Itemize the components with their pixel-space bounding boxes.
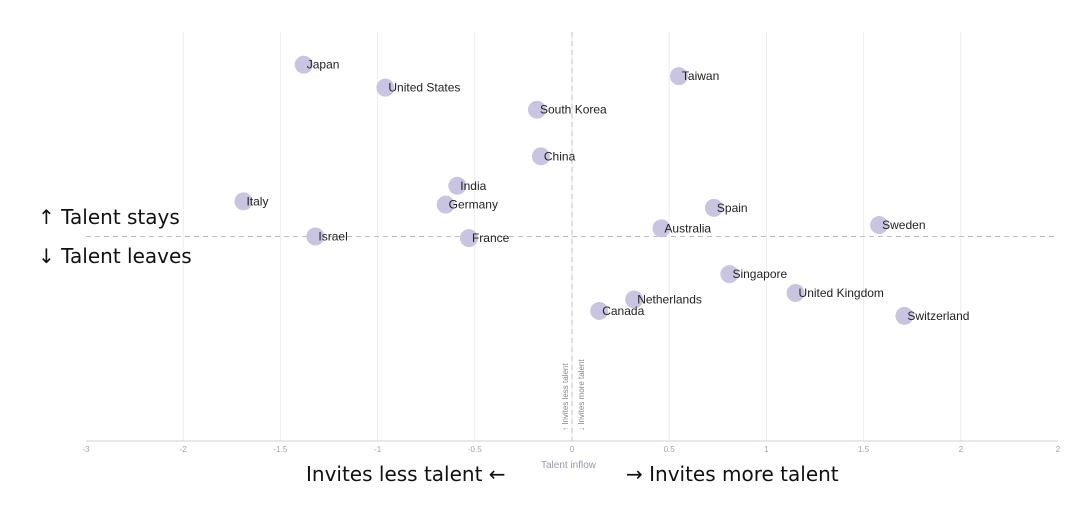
data-point: Japan (294, 55, 340, 74)
data-point: Israel (306, 227, 348, 246)
point-marker (459, 229, 478, 248)
x-tick-label: 0.5 (664, 445, 676, 454)
point-label: Israel (318, 230, 347, 244)
point-marker (625, 290, 644, 309)
point-label: United States (388, 81, 460, 95)
data-point: Netherlands (625, 290, 702, 309)
data-point: France (459, 229, 510, 248)
x-tick-label: 1.5 (858, 445, 870, 454)
point-label: Germany (449, 198, 498, 212)
point-label: Sweden (882, 218, 925, 232)
data-point: South Korea (528, 100, 607, 119)
data-point: Germany (436, 195, 498, 214)
label-talent-leaves: ↓ Talent leaves (38, 244, 192, 268)
point-label: Japan (307, 58, 340, 72)
point-label: Australia (664, 221, 711, 235)
x-tick-label: 2 (959, 445, 964, 454)
point-marker (870, 216, 889, 235)
point-marker (531, 147, 550, 166)
x-tick-label: -3 (82, 445, 90, 454)
x-tick-label: -0.5 (468, 445, 482, 454)
x-tick-label: 2 (1056, 445, 1061, 454)
data-point: Taiwan (669, 67, 719, 86)
x-tick-label: 1 (764, 445, 769, 454)
point-marker (436, 195, 455, 214)
point-label: Italy (246, 194, 268, 208)
point-marker (704, 198, 723, 217)
x-tick-label: -1 (374, 445, 382, 454)
data-point: Singapore (720, 265, 787, 284)
point-marker (376, 78, 395, 97)
data-points: Japan United States Taiwan South Korea China… (234, 55, 969, 325)
label-invites-more-talent: → Invites more talent (626, 462, 839, 486)
point-label: China (544, 149, 576, 163)
center-label-invites-more: ↓ Invites more talent (577, 359, 586, 431)
data-point: United Kingdom (786, 283, 884, 302)
x-tick-labels: -3 -2 -1.5 -1 -0.5 0 0.5 1 1.5 2 2 (82, 445, 1060, 454)
point-label: Switzerland (907, 309, 969, 323)
point-marker (786, 283, 805, 302)
center-line-labels: ↑ Invites less talent ↓ Invites more tal… (561, 359, 586, 431)
point-marker (528, 100, 547, 119)
point-marker (306, 227, 325, 246)
point-label: Spain (717, 201, 748, 215)
point-label: Singapore (732, 267, 787, 281)
label-invites-less-talent: Invites less talent ← (306, 462, 506, 486)
point-label: France (472, 231, 510, 245)
point-marker (294, 55, 313, 74)
point-marker (669, 67, 688, 86)
x-tick-label: 0 (570, 445, 575, 454)
data-point: China (531, 147, 576, 166)
point-marker (720, 265, 739, 284)
point-marker (234, 192, 253, 211)
data-point: Italy (234, 192, 268, 211)
point-label: India (460, 179, 486, 193)
data-point: Switzerland (895, 306, 969, 325)
data-point: Australia (652, 219, 711, 238)
x-axis-title: Talent inflow (541, 460, 597, 471)
point-marker (895, 306, 914, 325)
label-talent-stays: ↑ Talent stays (38, 205, 180, 229)
point-marker (590, 301, 609, 320)
point-label: Taiwan (682, 69, 719, 83)
point-marker (652, 219, 671, 238)
point-marker (448, 176, 467, 195)
data-point: Canada (590, 301, 645, 320)
data-point: United States (376, 78, 460, 97)
data-point: India (448, 176, 487, 195)
point-label: United Kingdom (799, 286, 884, 300)
data-point: Sweden (870, 216, 926, 235)
x-tick-label: -1.5 (274, 445, 288, 454)
point-label: South Korea (540, 103, 607, 117)
x-tick-label: -2 (180, 445, 188, 454)
point-label: Canada (602, 304, 644, 318)
point-label: Netherlands (637, 292, 702, 306)
center-label-invites-less: ↑ Invites less talent (561, 363, 570, 431)
data-point: Spain (704, 198, 748, 217)
